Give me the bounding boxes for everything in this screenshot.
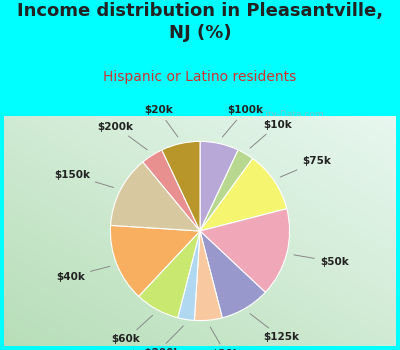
Wedge shape	[110, 225, 200, 296]
Text: $200k: $200k	[98, 121, 147, 150]
Wedge shape	[200, 159, 287, 231]
Text: $10k: $10k	[250, 120, 292, 148]
Text: Hispanic or Latino residents: Hispanic or Latino residents	[103, 70, 297, 84]
Wedge shape	[200, 231, 265, 318]
Text: $150k: $150k	[54, 170, 114, 188]
Text: > $200k: > $200k	[132, 326, 183, 350]
Text: $125k: $125k	[250, 314, 299, 342]
Wedge shape	[110, 162, 200, 231]
Text: $75k: $75k	[280, 156, 331, 177]
Wedge shape	[143, 150, 200, 231]
Wedge shape	[200, 150, 253, 231]
Text: City-Data.com: City-Data.com	[260, 110, 324, 119]
Wedge shape	[162, 141, 200, 231]
Wedge shape	[200, 141, 238, 231]
Text: $50k: $50k	[294, 255, 348, 267]
Wedge shape	[200, 209, 290, 292]
Wedge shape	[178, 231, 200, 320]
Text: $60k: $60k	[112, 315, 153, 344]
Wedge shape	[194, 231, 222, 321]
Text: $30k: $30k	[210, 327, 240, 350]
Text: $100k: $100k	[222, 105, 263, 137]
Wedge shape	[139, 231, 200, 318]
Text: $40k: $40k	[56, 266, 110, 281]
Text: $20k: $20k	[144, 105, 178, 137]
Text: Income distribution in Pleasantville,
NJ (%): Income distribution in Pleasantville, NJ…	[17, 2, 383, 42]
